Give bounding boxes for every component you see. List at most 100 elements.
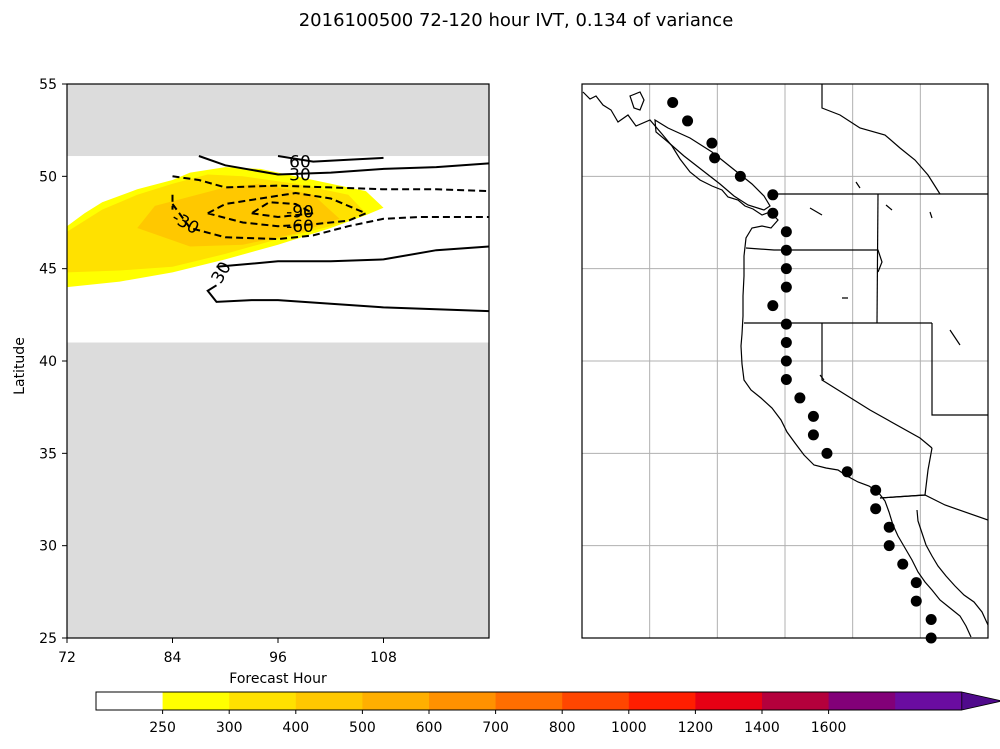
x-tick-label: 96 [269,650,287,666]
station-marker [780,337,792,349]
y-tick-label: 40 [39,354,57,370]
border-ut [931,323,988,416]
x-tick-label: 72 [58,650,76,666]
x-axis-label: Forecast Hour [229,671,327,687]
contour-line-30 [206,284,490,313]
border-mexico [879,494,988,521]
y-tick-label: 35 [39,446,57,462]
colorbar: 250 300 400 500 600 700 800 1000 1200 1400 1600 [95,691,1000,736]
colorbar-segment [895,692,963,710]
colorbar-segment [429,692,497,710]
colorbar-tick-label: 250 [149,720,176,736]
colorbar-segment [295,692,363,710]
colorbar-segment [362,692,430,710]
contour-label: -60 [286,217,314,237]
x-tick-label: 84 [164,650,182,666]
station-marker [910,577,922,589]
contour-line-neg30 [171,203,489,241]
colorbar-segment [562,692,630,710]
station-marker [767,207,779,219]
station-marker [780,226,792,238]
figure-title: 2016100500 72-120 hour IVT, 0.134 of var… [299,10,734,31]
station-marker [780,373,792,385]
y-tick-label: 55 [39,77,57,93]
contour-label: 60 [289,153,311,173]
masked-region [67,84,489,157]
colorbar-segment [162,692,230,710]
contour-label: 30 [289,165,311,185]
colorbar-segment [628,692,696,710]
station-marker [807,429,819,441]
colorbar-segment [762,692,830,710]
station-marker [870,503,882,515]
border-wa-or [745,247,883,273]
station-marker [883,521,895,533]
colorbar-tick-label: 1400 [744,720,780,736]
border-nv [821,323,933,449]
x-tick-label: 108 [370,650,397,666]
station-marker [794,392,806,404]
station-marker [883,540,895,552]
station-marker [709,152,721,164]
contour-line-neg90 [251,201,317,219]
contour-label: 30 [208,258,236,287]
station-marker [807,410,819,422]
colorbar-tick-label: 1200 [678,720,714,736]
colorbar-segment [96,692,164,710]
station-marker [767,189,779,201]
border-bc-ab [821,84,941,195]
contour-line-30 [216,245,490,268]
station-marker [780,281,792,293]
station-marker [706,137,718,149]
y-tick-label: 45 [39,262,57,278]
colorbar-tick-label: 1000 [611,720,647,736]
map-frame [581,83,989,639]
station-marker [780,263,792,275]
colorbar-extend-arrow [961,691,1000,711]
ivt-fill-400 [137,183,340,247]
haida-gwaii [629,91,645,111]
station-marker [841,466,853,478]
y-tick-label: 25 [39,631,57,647]
contour-line-neg60 [207,191,369,228]
y-axis-label: Latitude [12,337,28,395]
station-marker [780,318,792,330]
border-id [876,193,879,324]
station-marker [897,558,909,570]
colorbar-segment [495,692,563,710]
contour-line-neg30 [172,175,490,193]
colorbar-tick-label: 600 [416,720,443,736]
lakes [809,181,961,381]
border-az [879,447,933,499]
colorbar-segment [828,692,896,710]
colorbar-tick-label: 800 [549,720,576,736]
y-tick-label: 50 [39,169,57,185]
station-marker [767,300,779,312]
contour-line-30 [198,155,490,176]
masked-region [67,342,489,638]
station-marker [910,595,922,607]
colorbar-tick-label: 300 [216,720,243,736]
station-marker [780,244,792,256]
y-tick-label: 30 [39,539,57,555]
colorbar-frame [95,691,962,711]
colorbar-tick-label: 1600 [811,720,847,736]
colorbar-segment [229,692,297,710]
colorbar-segment [695,692,763,710]
station-marker [734,170,746,182]
vancouver-island [654,118,771,211]
station-marker [682,115,694,127]
colorbar-tick-label: 500 [349,720,376,736]
coastline [582,91,972,638]
station-map-panel [581,83,989,644]
station-marker [821,447,833,459]
colorbar-tick-label: 400 [282,720,309,736]
gulf-coastline [916,509,988,626]
contour-label: -90 [286,202,314,222]
station-marker [925,614,937,626]
contour-line-60 [277,155,384,163]
station-marker [667,96,679,108]
station-marker [870,484,882,496]
